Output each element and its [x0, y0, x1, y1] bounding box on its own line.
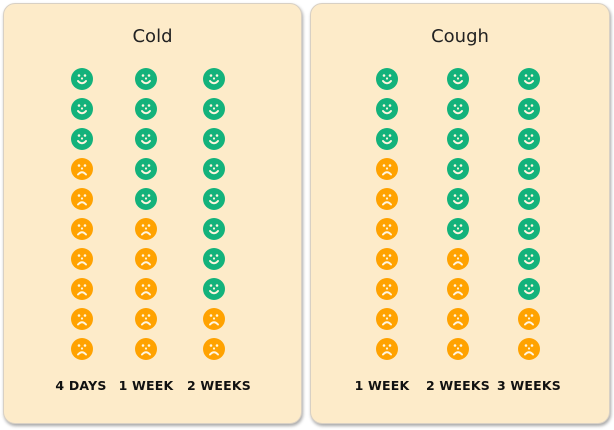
- happy-face-icon: [203, 248, 225, 270]
- icon-column: [443, 68, 473, 368]
- sad-face-icon: [71, 248, 93, 270]
- sad-face-icon: [71, 278, 93, 300]
- happy-face-icon: [71, 68, 93, 90]
- happy-face-icon: [135, 128, 157, 150]
- panel-title: Cold: [132, 26, 173, 47]
- sad-face-icon: [376, 308, 398, 330]
- sad-face-icon: [203, 308, 225, 330]
- happy-face-icon: [135, 158, 157, 180]
- sad-face-icon: [447, 278, 469, 300]
- column-label: 4 DAYS: [55, 378, 107, 393]
- icon-column: [67, 68, 97, 368]
- column-label: 1 WEEK: [118, 378, 174, 393]
- happy-face-icon: [71, 98, 93, 120]
- column-label: 2 WEEKS: [425, 378, 490, 393]
- happy-face-icon: [518, 248, 540, 270]
- sad-face-icon: [71, 158, 93, 180]
- panel-title: Cough: [431, 26, 489, 47]
- column-label: 3 WEEKS: [496, 378, 561, 393]
- happy-face-icon: [518, 68, 540, 90]
- sad-face-icon: [135, 218, 157, 240]
- sad-face-icon: [135, 248, 157, 270]
- icon-column: [199, 68, 229, 368]
- happy-face-icon: [203, 218, 225, 240]
- sad-face-icon: [447, 338, 469, 360]
- happy-face-icon: [203, 278, 225, 300]
- sad-face-icon: [518, 338, 540, 360]
- happy-face-icon: [203, 128, 225, 150]
- sad-face-icon: [376, 278, 398, 300]
- happy-face-icon: [518, 158, 540, 180]
- happy-face-icon: [518, 278, 540, 300]
- happy-face-icon: [518, 218, 540, 240]
- happy-face-icon: [447, 158, 469, 180]
- happy-face-icon: [203, 158, 225, 180]
- happy-face-icon: [376, 128, 398, 150]
- happy-face-icon: [518, 98, 540, 120]
- cold-panel: Cold 4 DAYS 1 WEEK 2 WEEKS: [3, 3, 302, 424]
- happy-face-icon: [203, 98, 225, 120]
- cough-panel: Cough 1 WEEK 2 WEEKS 3 WEEKS: [310, 3, 610, 424]
- sad-face-icon: [376, 248, 398, 270]
- sad-face-icon: [71, 218, 93, 240]
- happy-face-icon: [135, 98, 157, 120]
- happy-face-icon: [447, 128, 469, 150]
- sad-face-icon: [71, 188, 93, 210]
- sad-face-icon: [71, 308, 93, 330]
- icon-column: [514, 68, 544, 368]
- happy-face-icon: [203, 68, 225, 90]
- sad-face-icon: [447, 308, 469, 330]
- happy-face-icon: [135, 68, 157, 90]
- happy-face-icon: [447, 68, 469, 90]
- sad-face-icon: [135, 278, 157, 300]
- happy-face-icon: [518, 128, 540, 150]
- sad-face-icon: [376, 158, 398, 180]
- happy-face-icon: [447, 188, 469, 210]
- sad-face-icon: [376, 188, 398, 210]
- happy-face-icon: [203, 188, 225, 210]
- column-label: 2 WEEKS: [186, 378, 251, 393]
- sad-face-icon: [135, 338, 157, 360]
- sad-face-icon: [518, 308, 540, 330]
- sad-face-icon: [376, 218, 398, 240]
- sad-face-icon: [203, 338, 225, 360]
- icon-column: [131, 68, 161, 368]
- happy-face-icon: [447, 218, 469, 240]
- happy-face-icon: [376, 68, 398, 90]
- column-label: 1 WEEK: [354, 378, 410, 393]
- happy-face-icon: [447, 98, 469, 120]
- happy-face-icon: [518, 188, 540, 210]
- sad-face-icon: [71, 338, 93, 360]
- sad-face-icon: [376, 338, 398, 360]
- sad-face-icon: [135, 308, 157, 330]
- sad-face-icon: [447, 248, 469, 270]
- happy-face-icon: [376, 98, 398, 120]
- happy-face-icon: [135, 188, 157, 210]
- happy-face-icon: [71, 128, 93, 150]
- icon-column: [372, 68, 402, 368]
